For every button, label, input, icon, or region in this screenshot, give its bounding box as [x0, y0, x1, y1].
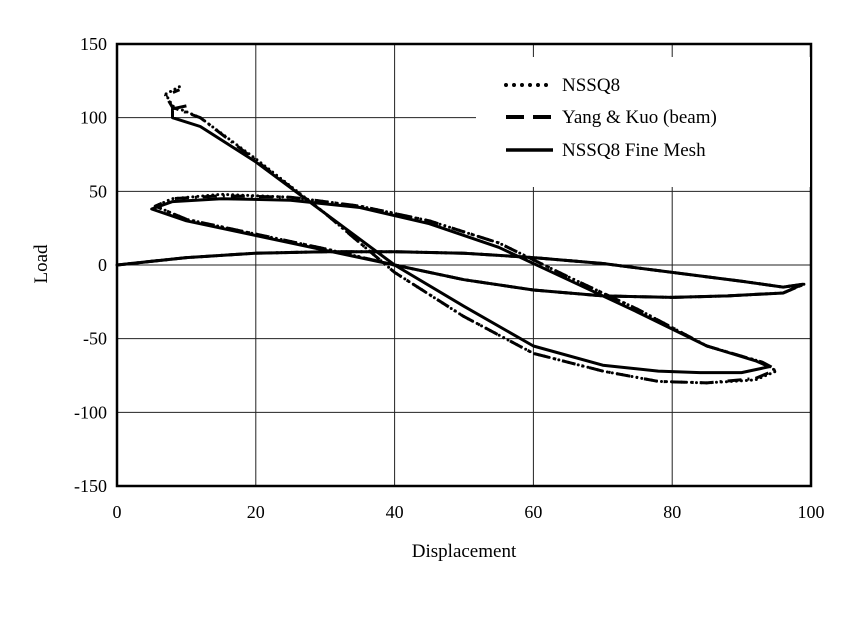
series-nssq8	[115, 85, 806, 385]
x-tick-label: 100	[798, 502, 825, 522]
legend-box	[476, 57, 810, 187]
legend-label-nssq8: NSSQ8	[562, 75, 620, 96]
x-tick-label: 20	[247, 502, 265, 522]
y-tick-label: 50	[89, 181, 107, 201]
series-fine-mesh	[116, 104, 805, 375]
y-tick-label: -50	[83, 329, 107, 349]
legend-label-fine-mesh: NSSQ8 Fine Mesh	[562, 140, 706, 161]
x-axis-title: Displacement	[412, 541, 517, 562]
plot-frame	[115, 42, 813, 488]
y-tick-label: 0	[98, 255, 107, 275]
y-tick-label: -100	[74, 402, 107, 422]
legend-label-yang-kuo: Yang & Kuo (beam)	[562, 107, 717, 128]
y-axis-title: Load	[31, 244, 52, 284]
x-tick-label: 60	[524, 502, 542, 522]
x-tick-label: 0	[113, 502, 122, 522]
tick-labels: 0 20 40 60 80 100 150 100 50 0 -50 -100 -150	[74, 34, 825, 522]
y-tick-label: 150	[80, 34, 107, 54]
y-tick-label: -150	[74, 476, 107, 496]
y-tick-label: 100	[80, 108, 107, 128]
x-tick-label: 80	[663, 502, 681, 522]
series-layer	[115, 85, 806, 385]
legend: NSSQ8 Yang & Kuo (beam) NSSQ8 Fine Mesh	[476, 57, 810, 187]
x-tick-label: 40	[386, 502, 404, 522]
